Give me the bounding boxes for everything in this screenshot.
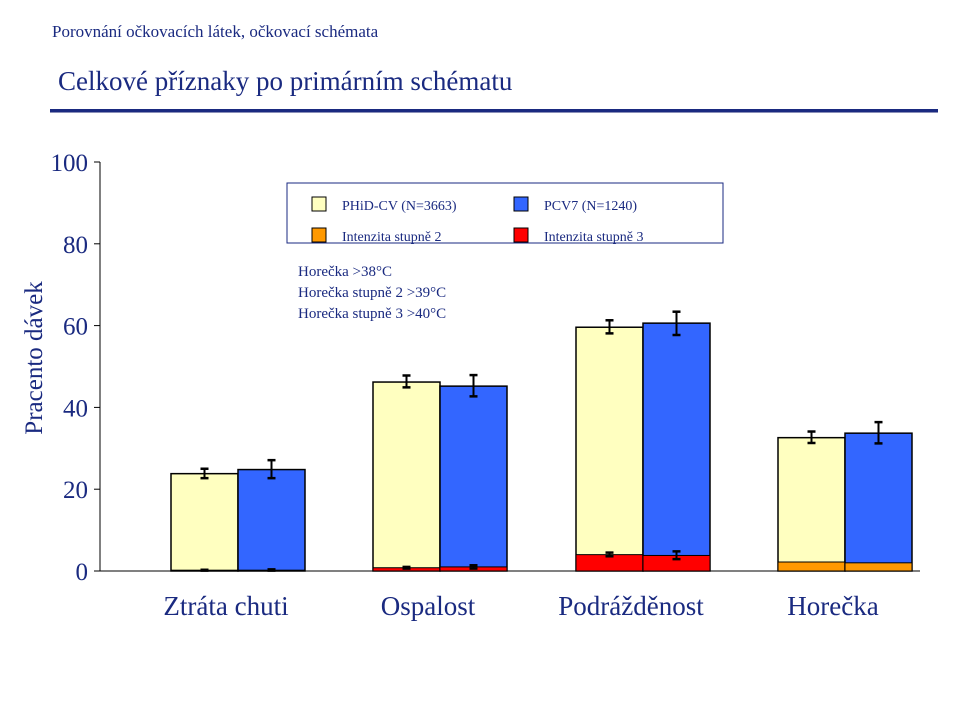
y-tick-label-60: 60	[63, 314, 88, 341]
category-label-3: Horečka	[787, 591, 878, 621]
legend-label-phid-cv: PHiD-CV (N=3663)	[342, 199, 457, 214]
category-label-2: Podrážděnost	[558, 591, 704, 621]
legend-note-fever-grade3: Horečka stupně 3 >40°C	[298, 306, 446, 322]
legend-swatch-grade2	[311, 227, 327, 243]
legend-frame	[286, 182, 724, 244]
y-tick-label-20: 20	[63, 477, 88, 504]
y-tick-label-80: 80	[63, 232, 88, 259]
title-underline	[50, 109, 938, 114]
bar-pcv7-0	[237, 468, 306, 572]
slide-title: Celkové příznaky po primárním schématu	[58, 66, 513, 96]
category-label-1: Ospalost	[381, 591, 476, 621]
y-tick-label-100: 100	[51, 150, 89, 177]
bar-pcv7-1	[439, 385, 508, 572]
y-tick-label-0: 0	[76, 559, 89, 586]
legend-note-fever: Horečka >38°C	[298, 264, 392, 280]
legend-swatch-phid-cv	[311, 196, 327, 212]
bar-phid-cv-3	[777, 436, 846, 572]
legend-label-grade3: Intenzita stupně 3	[544, 230, 644, 245]
bar-pcv7-3-grade2	[844, 562, 913, 572]
bar-phid-cv-0	[170, 472, 239, 572]
category-label-0: Ztráta chuti	[163, 591, 288, 621]
bar-phid-cv-3-grade2	[777, 561, 846, 572]
legend-swatch-pcv7	[513, 196, 529, 212]
y-tick-label-40: 40	[63, 395, 88, 422]
legend-swatch-grade3	[513, 227, 529, 243]
bar-pcv7-3	[844, 432, 913, 572]
bar-phid-cv-1	[372, 381, 441, 572]
bar-phid-cv-2	[575, 326, 644, 572]
legend-note-fever-grade2: Horečka stupně 2 >39°C	[298, 285, 446, 301]
bar-pcv7-2	[642, 322, 711, 572]
legend-label-pcv7: PCV7 (N=1240)	[544, 199, 637, 214]
legend: PHiD-CV (N=3663) PCV7 (N=1240) Intenzita…	[286, 182, 724, 322]
y-axis-label: Pracento dávek	[21, 281, 48, 435]
presentation-heading: Porovnání očkovacích látek, očkovací sch…	[52, 22, 379, 41]
legend-label-grade2: Intenzita stupně 2	[342, 230, 442, 245]
